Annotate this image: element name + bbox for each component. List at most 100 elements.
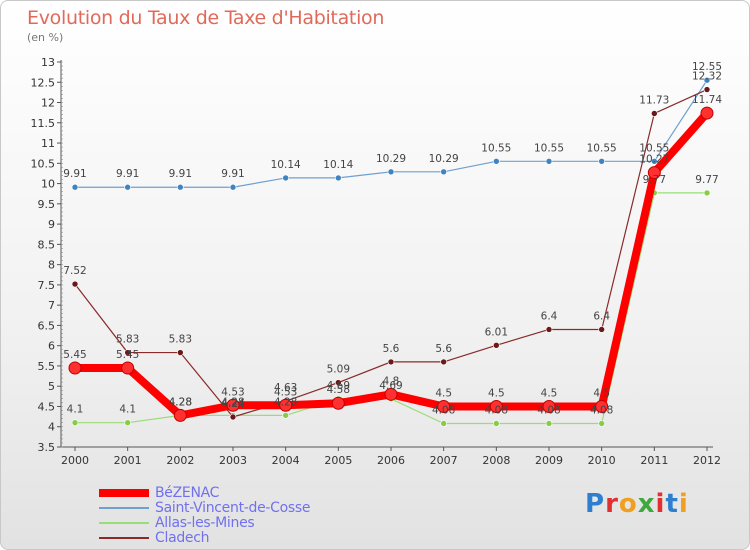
x-tick-label: 2000 xyxy=(61,454,89,467)
data-point xyxy=(703,76,711,84)
legend-item: BéZENAC xyxy=(99,485,310,501)
data-point xyxy=(229,183,237,191)
data-point xyxy=(489,399,503,413)
data-point xyxy=(598,420,605,427)
data-label: 4.63 xyxy=(274,382,297,394)
x-tick-label: 2007 xyxy=(430,454,458,467)
data-label: 10.55 xyxy=(534,142,564,154)
y-tick-label: 6 xyxy=(48,340,55,353)
series-0 xyxy=(68,106,714,422)
y-tick-label: 4.5 xyxy=(38,400,56,413)
data-label: 5.09 xyxy=(327,364,350,376)
data-label: 5.83 xyxy=(169,334,192,346)
series-3 xyxy=(71,86,711,421)
series-1 xyxy=(71,76,711,191)
data-label: 4.53 xyxy=(274,386,297,398)
data-point xyxy=(173,408,187,422)
logo-letter: P xyxy=(585,489,606,519)
data-point xyxy=(703,86,711,93)
y-tick-label: 7.5 xyxy=(38,279,56,292)
data-point xyxy=(651,110,658,117)
data-point xyxy=(71,183,79,191)
data-label: 12.55 xyxy=(692,61,722,73)
data-point xyxy=(595,399,609,413)
y-tick-label: 9.5 xyxy=(38,198,56,211)
data-label: 12.32 xyxy=(692,71,722,83)
x-tick-label: 2006 xyxy=(377,454,405,467)
x-tick-label: 2004 xyxy=(272,454,300,467)
data-point xyxy=(335,379,342,386)
data-label: 4.08 xyxy=(432,404,455,416)
data-point xyxy=(282,174,289,182)
x-tick-label: 2012 xyxy=(693,454,721,467)
data-point xyxy=(542,399,556,413)
data-label: 4.69 xyxy=(379,380,402,392)
data-point xyxy=(177,349,184,356)
data-label: 9.91 xyxy=(63,168,86,180)
legend-swatch xyxy=(99,488,149,497)
data-point xyxy=(598,157,605,165)
x-tick-label: 2001 xyxy=(114,454,142,467)
legend-swatch xyxy=(99,536,149,539)
y-tick-label: 8.5 xyxy=(38,238,56,251)
data-label: 9.91 xyxy=(169,168,192,180)
y-tick-label: 11 xyxy=(41,137,55,150)
legend-item: Cladech xyxy=(99,530,310,546)
y-tick-label: 4 xyxy=(48,421,55,434)
data-point xyxy=(68,361,82,375)
data-label: 9.77 xyxy=(643,174,666,186)
data-label: 7.52 xyxy=(63,265,86,277)
data-label: 11.74 xyxy=(692,94,722,106)
logo-letter: x xyxy=(637,489,656,519)
data-point xyxy=(226,398,240,412)
x-tick-label: 2008 xyxy=(482,454,510,467)
logo-letter: r xyxy=(605,489,619,519)
data-point xyxy=(335,174,342,182)
data-label: 4.1 xyxy=(67,404,84,416)
data-label: 4.08 xyxy=(590,404,613,416)
proxiti-logo: Proxiti xyxy=(585,489,689,519)
y-tick-label: 10 xyxy=(41,178,55,191)
data-point xyxy=(545,326,553,333)
x-tick-label: 2009 xyxy=(535,454,563,467)
data-label: 10.29 xyxy=(376,153,406,165)
data-label: 6.4 xyxy=(541,310,558,322)
data-point xyxy=(545,420,553,427)
data-point xyxy=(703,189,711,197)
legend-swatch xyxy=(99,521,149,524)
data-label: 4.28 xyxy=(169,396,192,408)
legend-label: Saint-Vincent-de-Cosse xyxy=(155,499,311,516)
data-label: 10.55 xyxy=(481,142,511,154)
data-point xyxy=(651,157,658,165)
data-label: 10.29 xyxy=(429,153,459,165)
logo-letter: i xyxy=(678,489,689,519)
data-label: 4.28 xyxy=(221,396,244,408)
data-label: 10.27 xyxy=(639,154,669,166)
y-tick-label: 12.5 xyxy=(31,76,56,89)
data-point xyxy=(279,398,293,412)
y-tick-label: 10.5 xyxy=(31,157,56,170)
data-label: 4.8 xyxy=(383,375,400,387)
data-point xyxy=(387,168,395,176)
y-tick-label: 3.5 xyxy=(38,441,56,454)
logo-letter: t xyxy=(665,489,679,519)
data-label: 4.08 xyxy=(485,404,508,416)
data-point xyxy=(440,168,447,176)
data-label: 4.28 xyxy=(274,396,297,408)
x-tick-label: 2010 xyxy=(588,454,616,467)
x-tick-label: 2002 xyxy=(166,454,194,467)
data-point xyxy=(124,419,131,426)
data-label: 9.77 xyxy=(695,174,718,186)
data-label: 5.83 xyxy=(116,334,139,346)
logo-letter: o xyxy=(618,489,638,519)
data-point xyxy=(124,183,131,191)
y-tick-label: 8 xyxy=(48,259,55,272)
y-tick-label: 5.5 xyxy=(38,360,56,373)
data-label: 4.69 xyxy=(327,380,350,392)
data-point xyxy=(700,106,714,120)
data-label: 4.5 xyxy=(541,387,558,399)
data-label: 4.1 xyxy=(119,404,136,416)
data-point xyxy=(493,341,500,349)
legend-label: Allas-les-Mines xyxy=(155,514,255,531)
